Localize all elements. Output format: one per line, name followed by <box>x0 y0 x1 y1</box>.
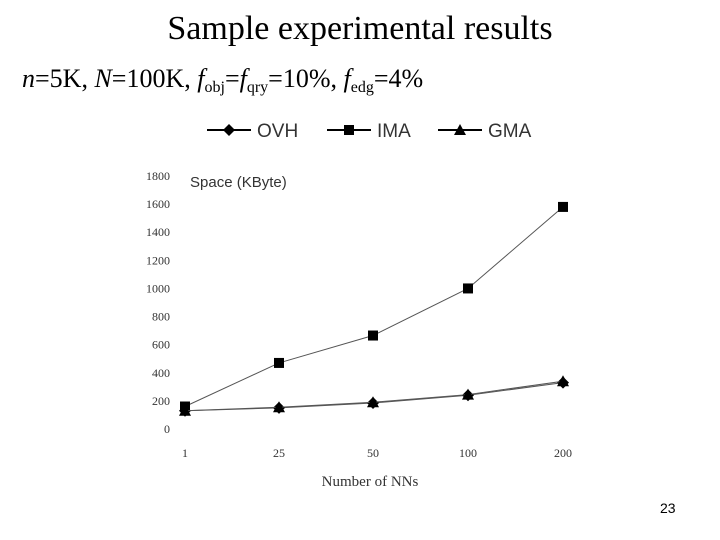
series-line-ima <box>184 206 564 407</box>
edg-subscript: edg <box>350 79 374 96</box>
x-tick-label: 50 <box>367 446 379 460</box>
y-tick-label: 1000 <box>146 281 170 295</box>
x-axis-title: Number of NNs <box>322 474 419 490</box>
x-tick-label: 100 <box>459 446 477 460</box>
y-tick-label: 1600 <box>146 197 170 211</box>
series-gma <box>179 375 569 416</box>
qry-value: =10%, <box>268 64 344 93</box>
chart-series <box>179 201 569 417</box>
data-point-gma <box>273 401 285 413</box>
f-obj-label: f <box>197 64 205 93</box>
series-ima <box>180 201 568 412</box>
x-axis: 1 25 50 100 200 <box>182 446 572 460</box>
legend-item-gma: GMA <box>438 121 532 142</box>
x-tick-label: 200 <box>554 446 572 460</box>
n-value: =5K, <box>35 64 95 93</box>
y-tick-label: 0 <box>164 422 170 436</box>
legend-item-ima: IMA <box>327 121 411 142</box>
slide-subtitle: n=5K, N=100K, fobj=fqry=10%, fedg=4% <box>22 64 423 97</box>
y-axis-title: Space (KByte) <box>190 174 287 191</box>
y-tick-label: 200 <box>152 394 170 408</box>
data-point-gma <box>557 375 569 387</box>
equals-sign: = <box>224 64 240 93</box>
x-tick-label: 1 <box>182 446 188 460</box>
data-point-gma <box>367 396 379 408</box>
data-point-ima <box>463 283 473 294</box>
N-label: N <box>94 64 112 93</box>
data-point-gma <box>462 388 474 400</box>
y-tick-label: 1200 <box>146 253 170 267</box>
legend-label-ovh: OVH <box>257 121 298 142</box>
edg-value: =4% <box>373 64 424 93</box>
y-tick-label: 800 <box>152 310 170 324</box>
legend-marker-gma <box>454 124 466 135</box>
n-label: n <box>22 64 35 93</box>
chart-legend: OVH IMA GMA <box>207 121 532 142</box>
data-point-ima <box>368 330 378 341</box>
page-number: 23 <box>660 500 676 516</box>
legend-marker-ovh <box>223 124 235 136</box>
y-tick-label: 1400 <box>146 225 170 239</box>
f-edg-label: f <box>343 64 351 93</box>
legend-label-gma: GMA <box>488 121 532 142</box>
y-tick-label: 400 <box>152 366 170 380</box>
slide-title: Sample experimental results <box>167 10 553 47</box>
data-point-gma <box>179 404 191 416</box>
legend-label-ima: IMA <box>377 121 411 142</box>
y-tick-label: 600 <box>152 338 170 352</box>
y-tick-label: 1800 <box>146 169 170 183</box>
qry-subscript: qry <box>246 79 269 96</box>
legend-item-ovh: OVH <box>207 121 298 142</box>
legend-marker-ima <box>344 125 354 135</box>
y-axis: 0 200 400 600 800 1000 1200 1400 1600 1800 <box>146 169 170 436</box>
N-value: =100K, <box>111 64 198 93</box>
data-point-ima <box>274 357 284 368</box>
f-qry-label: f <box>239 64 247 93</box>
x-tick-label: 25 <box>273 446 285 460</box>
data-point-ima <box>558 201 568 212</box>
obj-subscript: obj <box>204 79 225 96</box>
